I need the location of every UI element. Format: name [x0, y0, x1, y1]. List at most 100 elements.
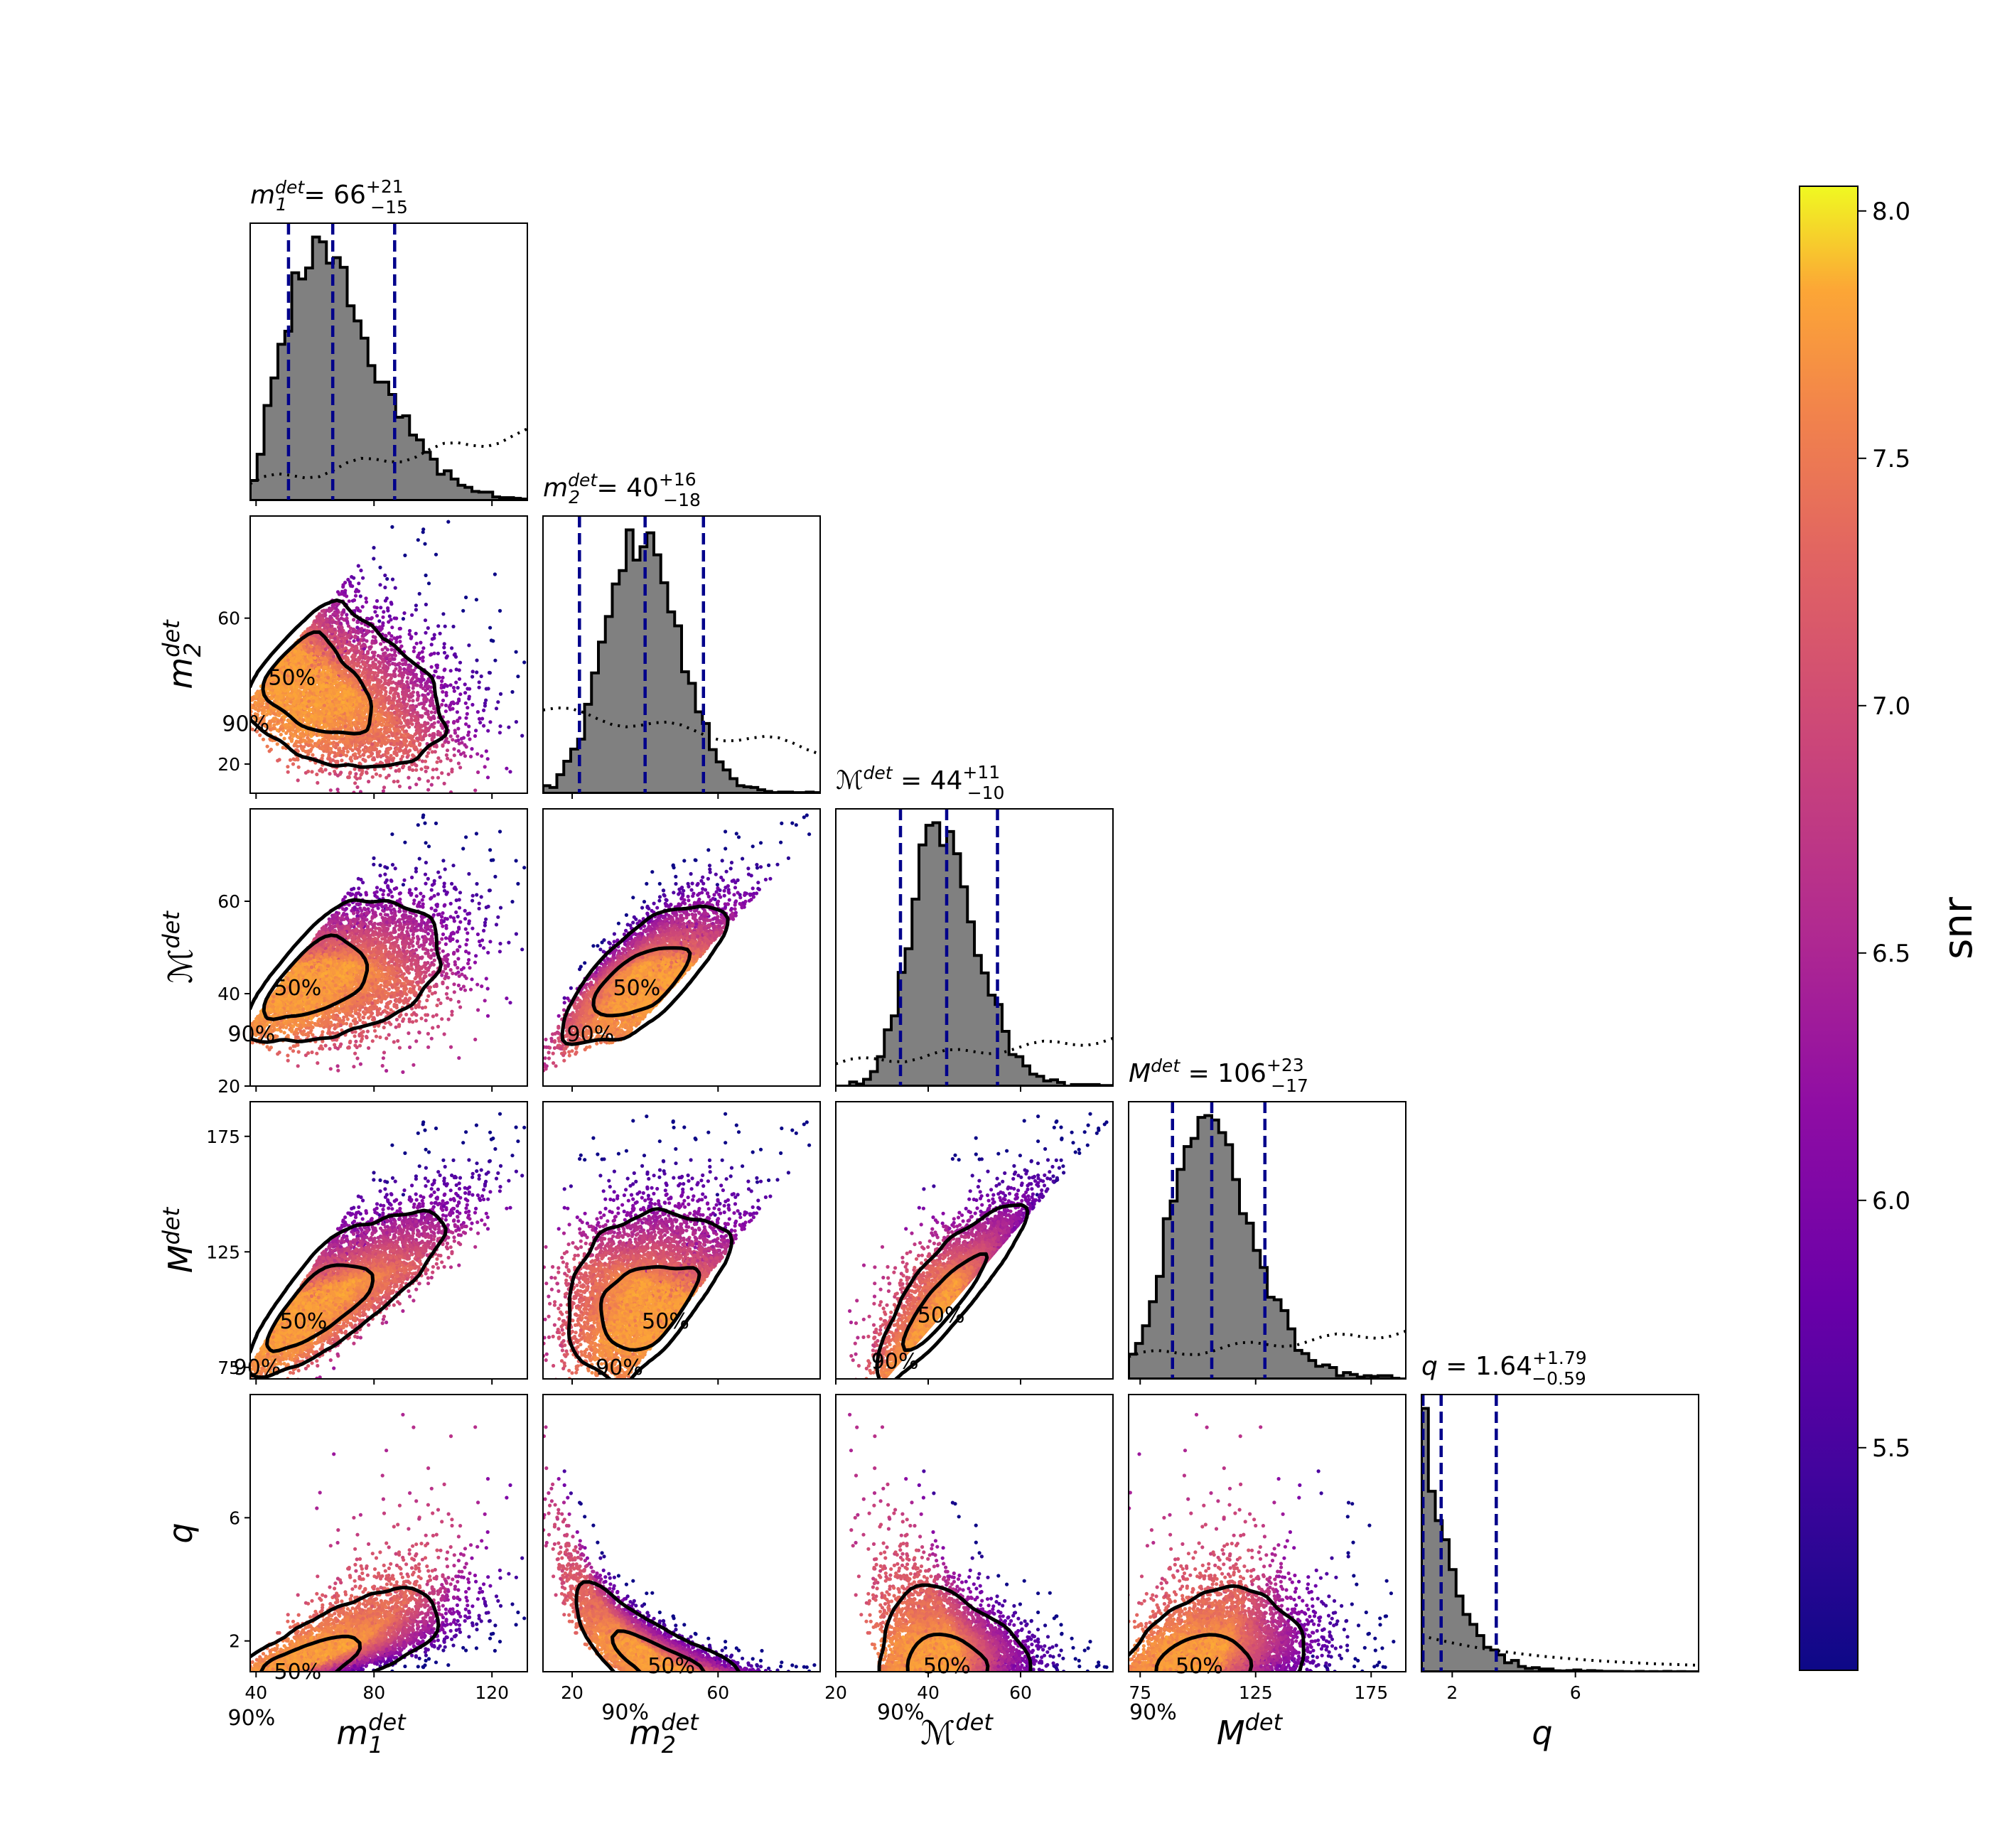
- scatter-point: [421, 737, 426, 741]
- scatter-point: [389, 757, 394, 761]
- scatter-point: [378, 565, 382, 570]
- scatter-point: [438, 631, 442, 635]
- scatter-point: [414, 768, 419, 772]
- panel-frame: [249, 222, 528, 501]
- scatter-point: [419, 640, 423, 645]
- scatter-point: [357, 650, 362, 655]
- scatter-point: [444, 693, 448, 698]
- scatter-point: [446, 772, 451, 776]
- scatter-point: [250, 727, 254, 731]
- scatter-point: [466, 706, 470, 710]
- scatter-point: [397, 662, 402, 666]
- scatter-point: [402, 734, 407, 738]
- scatter-point: [409, 680, 413, 685]
- scatter-point: [401, 662, 405, 667]
- scatter-point: [382, 785, 387, 790]
- scatter-point: [420, 650, 424, 654]
- scatter-point: [384, 797, 388, 801]
- scatter-point: [338, 740, 342, 744]
- scatter-point: [382, 610, 386, 614]
- scatter-point: [436, 775, 441, 780]
- scatter-point: [494, 707, 499, 711]
- scatter-point: [402, 764, 406, 768]
- scatter-point: [381, 794, 384, 797]
- histogram-m1: [250, 235, 527, 500]
- scatter-point: [405, 755, 409, 759]
- scatter-point: [371, 661, 375, 665]
- scatter-point: [430, 637, 435, 641]
- scatter-point: [259, 698, 264, 702]
- scatter-point: [379, 606, 383, 610]
- scatter-point: [412, 797, 415, 800]
- scatter-point: [394, 616, 399, 621]
- scatter-point: [424, 765, 428, 770]
- scatter-point: [448, 758, 453, 763]
- scatter-point: [393, 729, 397, 733]
- scatter-point: [414, 783, 419, 787]
- scatter-point: [459, 736, 464, 741]
- scatter-point: [473, 734, 478, 738]
- scatter-point: [520, 734, 525, 738]
- scatter-point: [484, 698, 488, 702]
- scatter-point: [375, 704, 380, 708]
- scatter-point: [426, 779, 431, 783]
- scatter-point: [479, 674, 483, 679]
- scatter-point: [411, 768, 415, 773]
- scatter-point: [514, 650, 518, 654]
- scatter-point: [423, 618, 428, 623]
- scatter-point: [399, 679, 404, 683]
- scatter-point: [242, 707, 245, 710]
- scatter-point: [407, 742, 412, 747]
- scatter-point: [456, 749, 461, 753]
- scatter-point: [315, 772, 319, 777]
- scatter-point: [416, 691, 420, 695]
- scatter-point: [507, 725, 511, 729]
- scatter-point: [387, 631, 392, 635]
- scatter-point: [461, 608, 466, 613]
- scatter-point: [390, 525, 394, 530]
- scatter-point: [458, 660, 463, 665]
- scatter-point: [291, 726, 295, 731]
- scatter-point: [411, 734, 415, 739]
- scatter-point: [470, 747, 474, 751]
- scatter-point: [432, 651, 436, 655]
- scatter-point: [328, 746, 333, 751]
- scatter-point: [431, 704, 436, 709]
- scatter-point: [564, 702, 567, 705]
- scatter-point: [446, 720, 451, 724]
- scatter-point: [360, 605, 365, 609]
- scatter-point: [339, 734, 344, 738]
- scatter-point: [309, 659, 313, 663]
- title-m1: mdet 1 = 66+21 −15: [250, 176, 408, 217]
- scatter-point: [443, 624, 447, 628]
- scatter-point: [339, 770, 343, 775]
- scatter-point: [424, 684, 429, 689]
- scatter-point: [522, 660, 527, 665]
- scatter-point: [488, 625, 493, 630]
- scatter-point: [328, 788, 333, 793]
- scatter-point: [440, 679, 444, 684]
- scatter-point: [468, 754, 473, 758]
- scatter-point: [488, 720, 493, 724]
- scatter-point: [327, 753, 331, 757]
- prior-curve-m1: [250, 427, 527, 485]
- scatter-point: [393, 734, 398, 738]
- scatter-point: [554, 750, 557, 753]
- scatter-point: [314, 743, 318, 748]
- scatter-point: [394, 640, 399, 645]
- scatter-point: [437, 675, 441, 679]
- scatter-point: [421, 646, 426, 650]
- scatter-point: [421, 530, 425, 534]
- scatter-point: [415, 683, 419, 687]
- scatter-point: [475, 710, 480, 714]
- scatter-point: [287, 719, 291, 723]
- scatter-point: [576, 682, 580, 686]
- scatter-point: [296, 778, 300, 783]
- scatter-point: [463, 691, 468, 695]
- scatter-point: [258, 733, 262, 737]
- scatter-point: [349, 681, 353, 685]
- scatter-point: [410, 613, 414, 617]
- scatter-point: [277, 758, 281, 762]
- panel-m1-m1: [249, 222, 528, 506]
